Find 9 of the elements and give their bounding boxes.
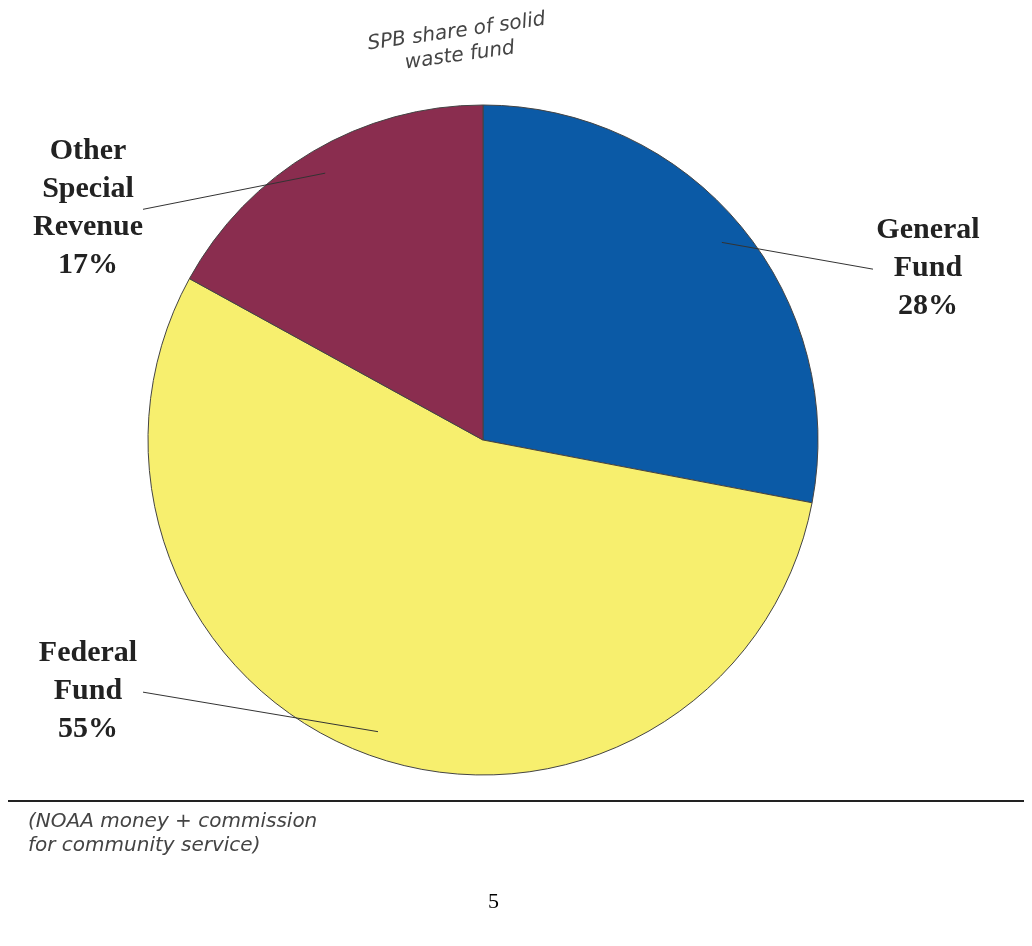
slice-label: Federal Fund (38, 634, 138, 706)
slice-label: General Fund (876, 211, 980, 283)
text: (NOAA money + commission for community service) (28, 808, 319, 856)
text: 5 (488, 888, 499, 914)
data-label: 55% (58, 710, 118, 744)
data-label: 28% (898, 287, 958, 321)
data-label: 17% (58, 246, 118, 280)
slice-label: Other Special Revenue (33, 132, 143, 242)
text: SPB share of solid waste fund (364, 4, 548, 76)
